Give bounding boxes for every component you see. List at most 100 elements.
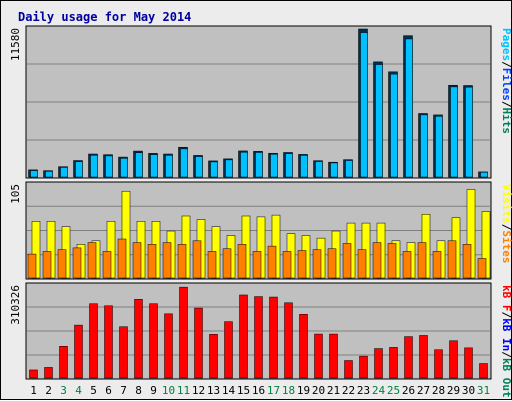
bar-pages-14 xyxy=(225,159,233,178)
legend-entry: Visits xyxy=(500,184,512,224)
bar-pages-2 xyxy=(45,171,53,178)
bar-kbf-8 xyxy=(134,299,143,379)
bar-sites-31 xyxy=(477,258,487,279)
x-tick-label: 31 xyxy=(477,384,490,397)
bar-pages-10 xyxy=(165,155,173,178)
y-max-label: 105 xyxy=(9,184,22,204)
bar-sites-16 xyxy=(252,251,262,279)
bar-pages-5 xyxy=(90,155,98,178)
x-tick-label: 16 xyxy=(252,384,265,397)
bar-pages-18 xyxy=(285,153,293,178)
bar-sites-25 xyxy=(387,243,397,279)
bar-kbf-29 xyxy=(449,340,458,379)
bar-kbf-5 xyxy=(89,303,98,379)
bar-pages-30 xyxy=(465,86,473,178)
bar-pages-9 xyxy=(150,154,158,178)
bar-sites-14 xyxy=(222,248,232,279)
bar-pages-21 xyxy=(330,162,338,178)
legend-entry: kB Out xyxy=(500,358,512,398)
x-tick-label: 14 xyxy=(222,384,236,397)
x-tick-label: 30 xyxy=(462,384,475,397)
bar-kbf-16 xyxy=(254,296,263,379)
x-tick-label: 22 xyxy=(342,384,355,397)
legend-entry: Sites xyxy=(500,230,512,263)
bar-pages-16 xyxy=(255,152,263,178)
legend: Visits/Sites xyxy=(500,184,512,264)
bar-pages-11 xyxy=(180,148,188,178)
x-tick-label: 8 xyxy=(135,384,142,397)
bar-kbf-17 xyxy=(269,296,278,379)
legend-entry: / xyxy=(500,101,512,108)
bar-pages-3 xyxy=(60,167,68,178)
bar-kbf-7 xyxy=(119,326,128,379)
bar-sites-7 xyxy=(117,238,127,279)
bar-kbf-19 xyxy=(299,314,308,379)
bar-pages-28 xyxy=(435,116,443,178)
panel-hits: 11580 Pages/Files/Hits xyxy=(9,25,512,179)
x-tick-label: 25 xyxy=(387,384,400,397)
legend-entry: Files xyxy=(500,68,512,101)
bar-sites-21 xyxy=(327,248,337,279)
bar-kbf-31 xyxy=(479,363,488,379)
x-tick-label: 28 xyxy=(432,384,445,397)
bar-sites-2 xyxy=(42,251,52,279)
x-tick-label: 2 xyxy=(45,384,52,397)
bar-sites-29 xyxy=(447,240,457,279)
bar-kbf-28 xyxy=(434,349,443,379)
bar-pages-15 xyxy=(240,151,248,178)
legend-entry: / xyxy=(500,61,512,68)
x-tick-label: 4 xyxy=(75,384,82,397)
bar-kbf-2 xyxy=(44,367,53,379)
bar-pages-31 xyxy=(480,172,488,178)
bar-sites-19 xyxy=(297,250,307,279)
bar-sites-17 xyxy=(267,245,277,279)
bar-kbf-21 xyxy=(329,333,338,379)
bar-sites-10 xyxy=(162,242,172,279)
x-tick-label: 24 xyxy=(372,384,386,397)
bar-pages-12 xyxy=(195,156,203,178)
bar-pages-13 xyxy=(210,161,218,178)
x-tick-label: 20 xyxy=(312,384,325,397)
bar-pages-17 xyxy=(270,154,278,178)
bar-kbf-24 xyxy=(374,348,383,379)
bar-kbf-30 xyxy=(464,347,473,379)
x-tick-label: 12 xyxy=(192,384,205,397)
x-tick-label: 7 xyxy=(120,384,127,397)
bar-pages-1 xyxy=(30,170,38,178)
x-tick-label: 18 xyxy=(282,384,295,397)
bar-kbf-22 xyxy=(344,360,353,379)
bar-kbf-10 xyxy=(164,313,173,379)
bar-sites-28 xyxy=(432,251,442,279)
y-max-label: 310326 xyxy=(9,285,22,325)
bar-sites-15 xyxy=(237,244,247,279)
bar-kbf-6 xyxy=(104,305,113,379)
bar-sites-26 xyxy=(402,251,412,279)
bar-pages-4 xyxy=(75,161,83,178)
bar-sites-18 xyxy=(282,251,292,279)
bar-sites-5 xyxy=(87,242,97,279)
bar-kbf-11 xyxy=(179,286,188,379)
x-tick-label: 27 xyxy=(417,384,430,397)
bar-pages-26 xyxy=(405,38,413,178)
legend-entry: / xyxy=(500,351,512,358)
bar-sites-23 xyxy=(357,249,367,279)
x-tick-label: 5 xyxy=(90,384,97,397)
x-tick-label: 19 xyxy=(297,384,310,397)
bar-kbf-23 xyxy=(359,355,368,379)
bar-kbf-14 xyxy=(224,321,233,379)
bar-sites-1 xyxy=(27,253,37,279)
chart-title: Daily usage for May 2014 xyxy=(18,10,191,24)
bar-pages-24 xyxy=(375,64,383,178)
bar-kbf-3 xyxy=(59,346,68,379)
bar-sites-9 xyxy=(147,244,157,279)
bar-sites-30 xyxy=(462,244,472,279)
bar-pages-23 xyxy=(360,32,368,178)
panel-visits: 105 Visits/Sites xyxy=(9,181,512,280)
bar-sites-24 xyxy=(372,242,382,279)
bar-kbf-4 xyxy=(74,324,83,379)
x-tick-label: 6 xyxy=(105,384,112,397)
bar-pages-6 xyxy=(105,155,113,178)
y-max-label: 11580 xyxy=(9,28,22,61)
